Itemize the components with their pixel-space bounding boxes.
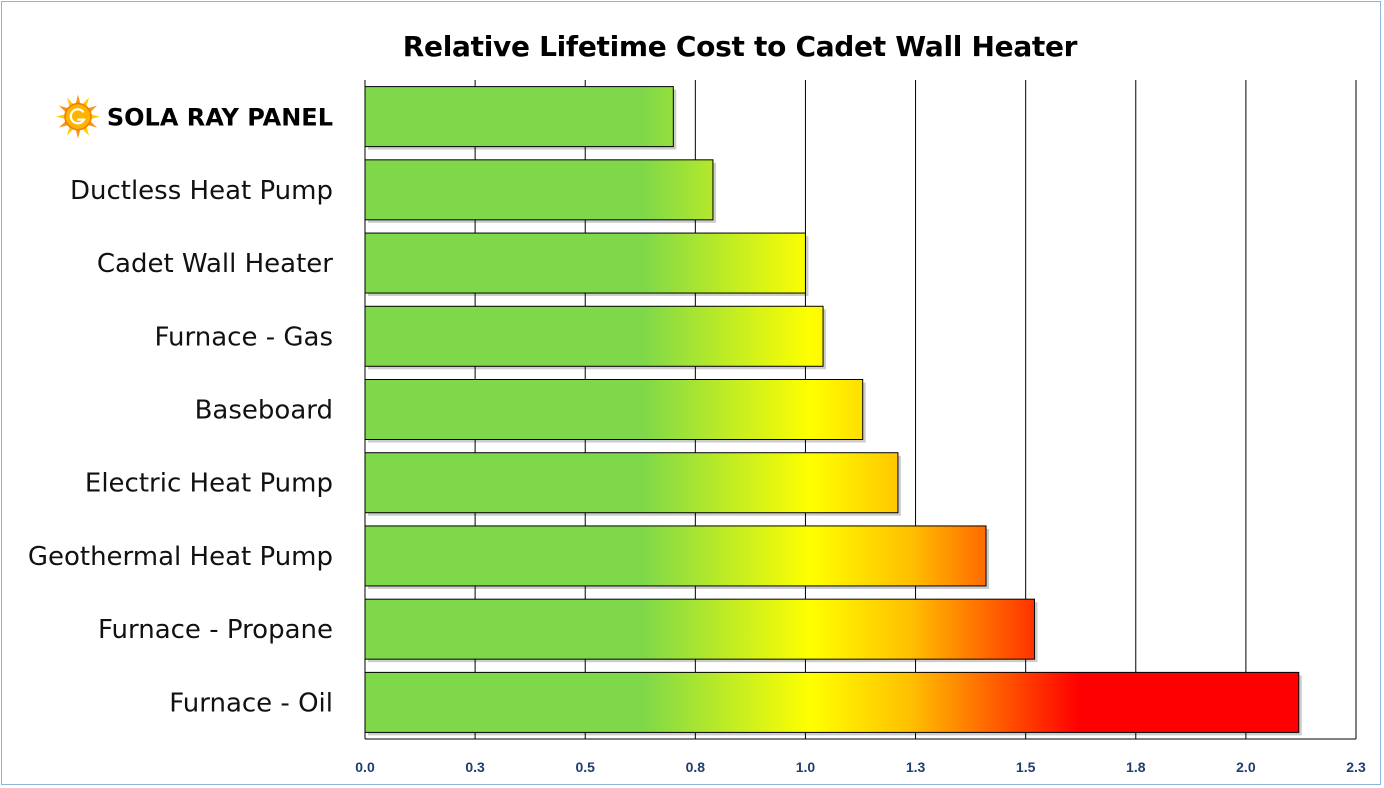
chart-title: Relative Lifetime Cost to Cadet Wall Hea… — [402, 30, 1078, 63]
x-tick-label: 0.3 — [465, 759, 485, 775]
x-tick-labels: 0.0 0.3 0.5 0.8 1.0 1.3 1.5 1.8 2.0 2.3 — [355, 759, 1366, 775]
x-tick-label: 0.0 — [355, 759, 375, 775]
sun-ray — [75, 94, 81, 105]
bar-geothermal-heat-pump — [364, 525, 987, 587]
sun-logo-icon — [56, 94, 100, 139]
category-label: Baseboard — [195, 396, 333, 426]
x-tick-label: 1.5 — [1016, 759, 1036, 775]
category-label: Cadet Wall Heater — [97, 249, 333, 279]
bar-ductless-heat-pump — [364, 159, 714, 221]
bar-cadet-wall-heater — [364, 232, 806, 294]
category-label: SOLA RAY PANEL — [107, 104, 333, 132]
bar-baseboard — [364, 379, 864, 440]
category-label: Ductless Heat Pump — [70, 176, 333, 206]
x-tick-label: 1.3 — [906, 759, 926, 775]
sun-ray — [89, 113, 100, 120]
category-label: Furnace - Propane — [98, 615, 333, 645]
bar-furnace-oil — [364, 671, 1300, 733]
sun-ray — [75, 128, 81, 139]
x-tick-label: 1.0 — [796, 759, 816, 775]
x-tick-label: 0.5 — [575, 759, 595, 775]
category-label: Electric Heat Pump — [85, 469, 333, 499]
x-tick-label: 2.0 — [1236, 759, 1256, 775]
bar-furnace-propane — [364, 598, 1035, 660]
bar-layer — [364, 86, 1302, 736]
bar-electric-heat-pump — [364, 452, 899, 514]
category-label: Furnace - Oil — [169, 688, 333, 718]
x-tick-label: 1.8 — [1126, 759, 1146, 775]
bar-furnace-gas — [364, 305, 824, 367]
category-labels: SOLA RAY PANEL Ductless Heat Pump Cadet Wa… — [28, 104, 333, 719]
x-tick-label: 2.3 — [1346, 759, 1366, 775]
category-label: Furnace - Gas — [155, 322, 333, 352]
sun-swirl — [69, 108, 86, 125]
x-tick-label: 0.8 — [686, 759, 706, 775]
bar-sola-ray-panel — [364, 86, 674, 148]
sun-ray — [56, 113, 67, 120]
sun-core — [64, 102, 92, 131]
category-label: Geothermal Heat Pump — [28, 542, 333, 572]
